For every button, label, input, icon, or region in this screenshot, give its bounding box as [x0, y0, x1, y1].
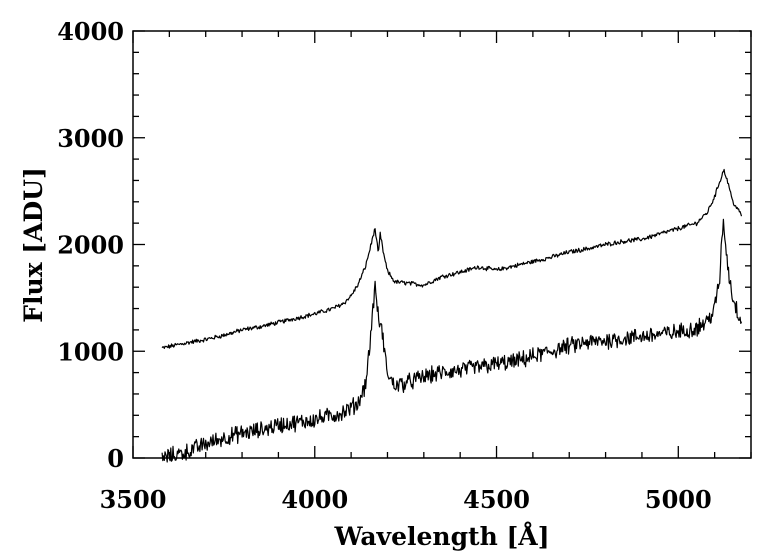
x-tick-label: 4000 — [281, 485, 348, 514]
y-tick-label: 1000 — [57, 337, 124, 366]
axis-ticks — [132, 30, 752, 459]
y-tick-label: 3000 — [57, 124, 124, 153]
y-tick-label: 2000 — [57, 231, 124, 260]
series-layer — [161, 168, 743, 463]
y-tick-label: 0 — [107, 444, 124, 473]
y-tick-labels: 0 1000 2000 3000 4000 — [57, 17, 124, 473]
series-line-upper — [161, 168, 743, 349]
plot-frame — [132, 30, 752, 459]
x-tick-label: 5000 — [645, 485, 712, 514]
series-line-lower — [161, 218, 743, 463]
y-tick-label: 4000 — [57, 17, 124, 46]
x-tick-label: 3500 — [100, 485, 167, 514]
x-tick-labels: 3500 4000 4500 5000 — [100, 485, 712, 514]
x-tick-label: 4500 — [463, 485, 530, 514]
x-axis-label: Wavelength [Å] — [333, 522, 549, 551]
y-axis-label: Flux [ADU] — [19, 167, 48, 323]
